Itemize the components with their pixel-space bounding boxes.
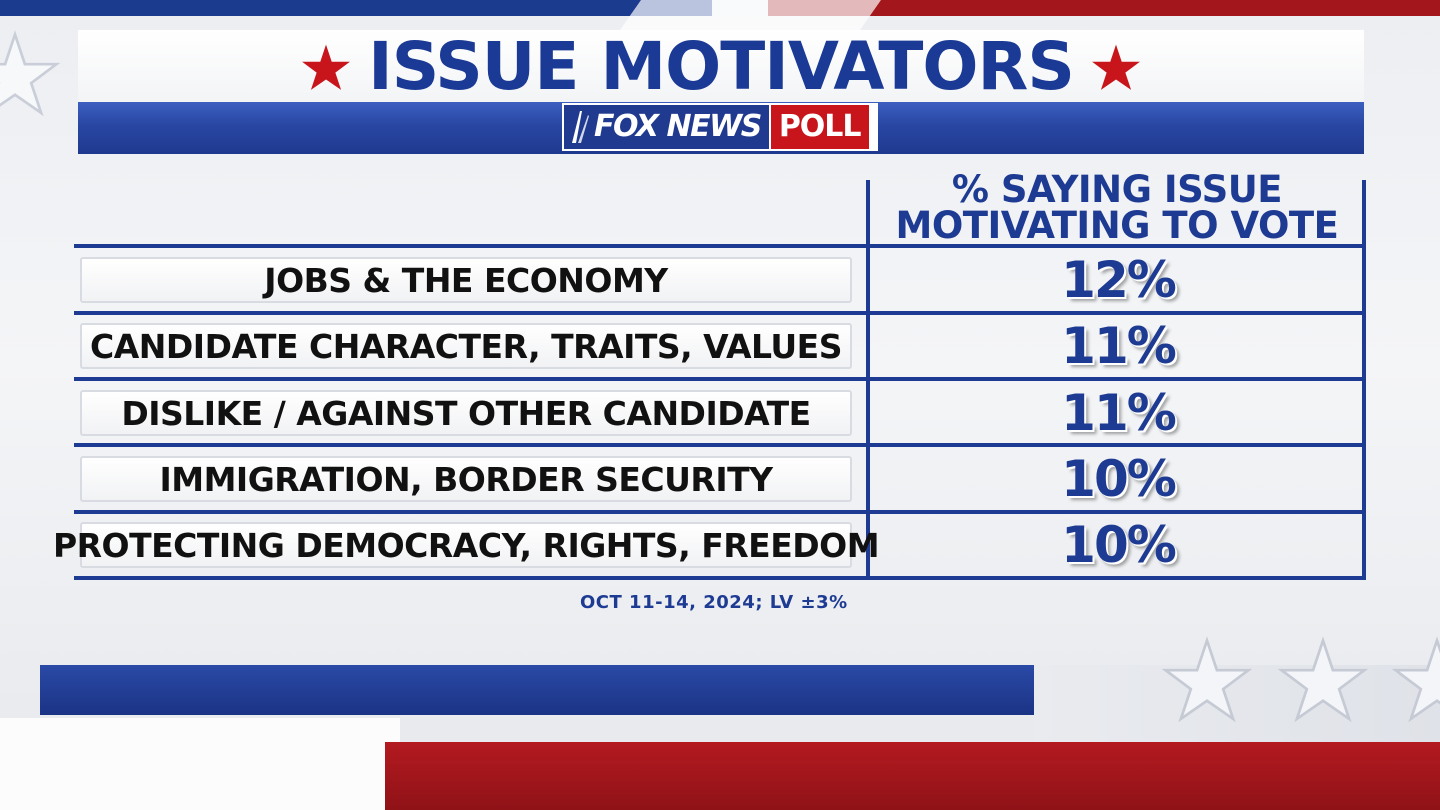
row-label: CANDIDATE CHARACTER, TRAITS, VALUES [80, 323, 852, 369]
logo-brand-text: FOX NEWS [594, 109, 762, 144]
row-divider [74, 576, 1366, 580]
background-star-icon [1392, 636, 1440, 723]
poll-footnote: OCT 11-14, 2024; LV ±3% [580, 592, 848, 613]
row-value: 10% [1061, 450, 1177, 508]
row-value: 10% [1061, 516, 1177, 574]
page-title: ISSUE MOTIVATORS [368, 28, 1075, 105]
row-value: 11% [1061, 384, 1177, 442]
row-value: 12% [1061, 251, 1177, 309]
bottom-blue-stripe [40, 665, 1034, 715]
bottom-white-panel [0, 718, 400, 810]
row-divider [74, 244, 1366, 248]
column-header-line1: % SAYING ISSUE [951, 168, 1283, 211]
row-label: PROTECTING DEMOCRACY, RIGHTS, FREEDOM [53, 522, 880, 568]
top-blue-stripe [0, 0, 712, 16]
row-divider [74, 443, 1366, 447]
row-divider [74, 377, 1366, 381]
red-star-icon [1092, 44, 1140, 90]
row-label: JOBS & THE ECONOMY [80, 257, 852, 303]
fox-news-poll-logo: FOX NEWS POLL [562, 103, 878, 151]
column-header: % SAYING ISSUE MOTIVATING TO VOTE [870, 168, 1364, 247]
logo-fox-news: FOX NEWS [564, 105, 769, 149]
background-star-icon [0, 30, 60, 117]
top-red-stripe [768, 0, 1440, 16]
background-star-icon [1278, 636, 1368, 723]
row-divider [74, 311, 1366, 315]
column-header-line2: MOTIVATING TO VOTE [895, 204, 1339, 247]
background-star-icon [1162, 636, 1252, 723]
row-value: 11% [1061, 317, 1177, 375]
row-label: DISLIKE / AGAINST OTHER CANDIDATE [80, 390, 852, 436]
red-star-icon [302, 44, 350, 90]
row-label: IMMIGRATION, BORDER SECURITY [80, 456, 852, 502]
searchlight-icon [572, 111, 589, 143]
header-white-band [78, 30, 1364, 102]
header-banner: ISSUE MOTIVATORS FOX NEWS POLL [78, 30, 1364, 154]
row-divider [74, 510, 1366, 514]
bottom-red-stripe [385, 742, 1440, 810]
logo-poll-text: POLL [770, 105, 869, 149]
